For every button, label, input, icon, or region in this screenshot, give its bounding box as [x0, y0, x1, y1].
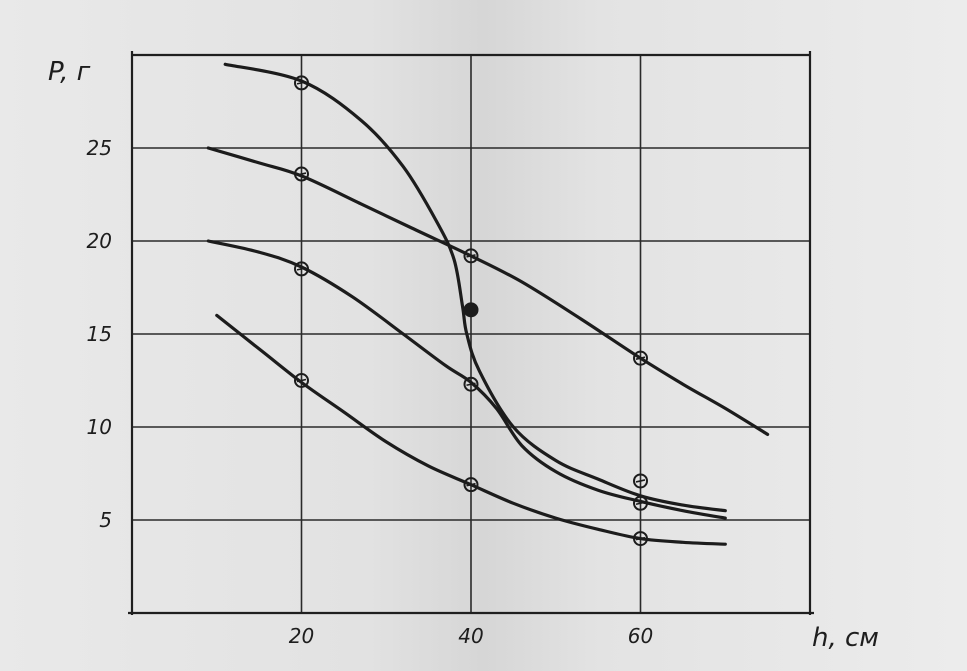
data-point-s2-1 [294, 166, 309, 182]
y-tick-label-10: 10 [87, 415, 112, 439]
y-tick-label-20: 20 [87, 229, 112, 253]
series-line-3 [206, 239, 727, 520]
y-tick-label-15: 15 [87, 322, 112, 346]
x-tick-label-60: 60 [628, 624, 653, 648]
markers [294, 75, 648, 547]
data-point-s4-3 [633, 531, 648, 547]
data-point-s4-2 [463, 477, 479, 493]
data-point-s2-2 [463, 248, 479, 264]
plot-frame [128, 51, 814, 615]
x-tick-label-20: 20 [289, 624, 314, 648]
series-line-1 [223, 62, 727, 513]
data-point-s2-3 [633, 350, 648, 366]
data-point-s3-2 [463, 376, 479, 392]
y-tick-label-5: 5 [99, 508, 112, 532]
data-point-s1-1 [294, 75, 309, 91]
data-point-s3-1 [294, 261, 309, 277]
data-point-s1-2 [463, 302, 479, 318]
data-point-s3-3 [633, 495, 648, 511]
tick-labels: 5 10 15 20 25 20 40 60 [87, 136, 654, 648]
x-axis-label: h, см [812, 623, 879, 653]
y-axis-label: P, г [48, 57, 91, 87]
y-tick-label-25: 25 [87, 136, 112, 160]
grid [132, 55, 810, 613]
data-point-s4-1 [294, 373, 309, 388]
data-point-s1-3 [633, 473, 648, 489]
x-tick-label-40: 40 [458, 624, 483, 648]
series-line-2 [206, 146, 770, 436]
